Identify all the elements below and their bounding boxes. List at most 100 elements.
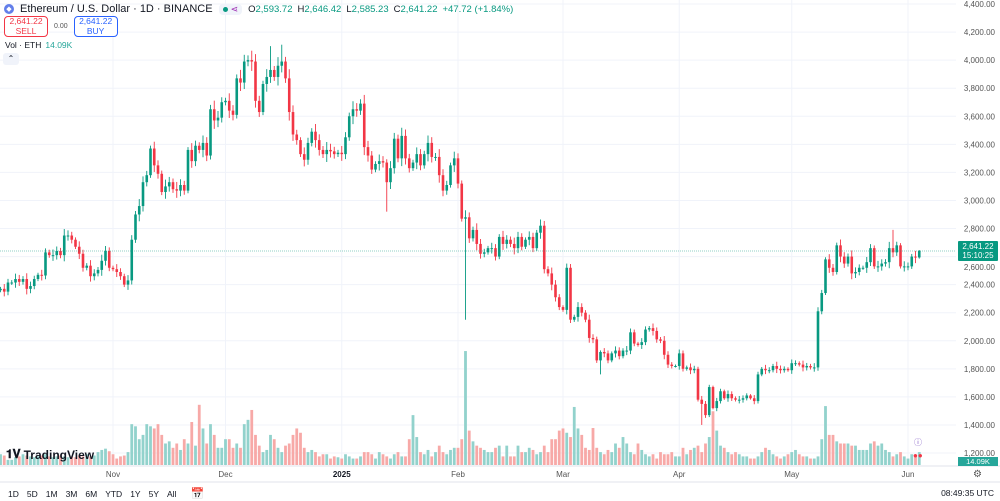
range-1y[interactable]: 1Y	[130, 488, 141, 499]
candles	[0, 44, 921, 425]
candle-body	[602, 351, 606, 354]
candle-body	[771, 366, 775, 371]
candle-body	[561, 307, 565, 310]
candle-body	[261, 83, 265, 113]
ethereum-icon: ◆	[4, 4, 14, 14]
tradingview-logo[interactable]: 𝟏𝐕 TradingView	[6, 447, 94, 462]
candle-body	[359, 103, 362, 111]
candle-body	[366, 147, 370, 156]
volume-bar	[539, 452, 542, 465]
candle-body	[430, 142, 434, 157]
candle-body	[884, 262, 887, 264]
candle-body	[741, 398, 745, 400]
volume-bar	[216, 447, 220, 465]
volume-bar	[295, 428, 299, 465]
volume-bar	[111, 454, 115, 465]
range-5y[interactable]: 5Y	[148, 488, 159, 499]
candle-body	[599, 351, 602, 361]
candle-body	[824, 259, 827, 294]
candle-body	[482, 252, 486, 254]
volume-bar	[722, 447, 726, 465]
volume-bar	[587, 449, 591, 465]
range-3m[interactable]: 3M	[65, 488, 78, 499]
volume-bar	[122, 455, 126, 465]
volume-bar	[846, 443, 850, 465]
candle-body	[779, 368, 782, 371]
candle-body	[302, 154, 306, 160]
volume-bar	[899, 452, 902, 465]
volume-bar	[475, 445, 479, 465]
volume-bar	[126, 452, 130, 465]
volume-bar	[392, 454, 396, 465]
time-tick-label: Apr	[673, 470, 686, 479]
candle-body	[674, 366, 677, 368]
volume-legend[interactable]: Vol · ETH 14.09K	[5, 40, 72, 50]
volume-bar	[861, 449, 865, 465]
lightning-event-icon[interactable]: ⓘ	[914, 438, 922, 447]
volume-bar	[884, 449, 887, 465]
candle-body	[190, 149, 194, 162]
time-tick-label: May	[784, 470, 800, 479]
sell-button[interactable]: 2,641.22 SELL	[4, 16, 48, 37]
candle-body	[756, 374, 760, 402]
range-1d[interactable]: 1D	[8, 488, 19, 499]
candle-body	[70, 235, 74, 240]
candle-body	[377, 161, 381, 164]
volume-bar	[505, 445, 509, 465]
volume-bar	[550, 439, 554, 465]
volume-bar	[44, 454, 47, 465]
candle-body	[437, 156, 441, 176]
volume-bar	[812, 458, 816, 465]
volume-bar	[576, 428, 580, 465]
market-status[interactable]: ⋖	[218, 3, 243, 15]
ohlc-values: O2,593.72 H2,646.42 L2,585.23 C2,641.22 …	[248, 4, 513, 15]
candle-body	[55, 250, 59, 256]
volume-bar	[524, 452, 527, 465]
candle-body	[591, 337, 595, 340]
date-range-calendar-icon[interactable]: 📅	[190, 488, 205, 500]
collapse-legend-button[interactable]: ⌃	[3, 53, 19, 65]
price-tick-label: 1,600.00	[964, 393, 996, 402]
volume-bar	[415, 437, 419, 465]
range-all[interactable]: All	[167, 488, 177, 499]
range-ytd[interactable]: YTD	[105, 488, 123, 499]
volume-bar	[790, 452, 794, 465]
candle-body	[809, 366, 812, 368]
candle-body	[546, 269, 550, 274]
range-1m[interactable]: 1M	[45, 488, 58, 499]
economic-event-flag-icon[interactable]: ●●	[913, 451, 923, 460]
volume-bar	[775, 456, 779, 465]
volume-bar	[137, 439, 141, 465]
volume-bar	[914, 456, 917, 465]
volume-bar	[36, 456, 40, 465]
volume-bar	[100, 449, 104, 465]
volume-bar	[636, 443, 640, 465]
volume-bar	[265, 449, 269, 465]
volume-bar	[272, 439, 276, 465]
candle-body	[220, 102, 224, 118]
candle-body	[145, 175, 149, 183]
volume-bar	[29, 456, 32, 465]
volume-bar	[422, 454, 426, 465]
settings-gear-icon[interactable]: ⚙	[973, 469, 982, 480]
range-6m[interactable]: 6M	[85, 488, 98, 499]
buy-button[interactable]: 2,641.22 BUY	[73, 16, 118, 37]
candle-body	[239, 78, 242, 83]
volume-bar	[299, 432, 302, 465]
candle-body	[621, 350, 625, 357]
volume-bar	[411, 415, 415, 465]
candle-body	[835, 245, 839, 272]
range-5d[interactable]: 5D	[26, 488, 38, 499]
price-tick-label: 4,200.00	[964, 28, 996, 37]
candle-body	[314, 131, 317, 141]
candle-body	[910, 256, 914, 267]
price-tick-label: 4,400.00	[964, 0, 996, 9]
symbol-title[interactable]: Ethereum / U.S. Dollar · 1D · BINANCE	[20, 3, 213, 15]
volume-bar	[149, 426, 152, 465]
volume-bar	[329, 458, 332, 465]
utc-clock[interactable]: 08:49:35 UTC	[941, 488, 994, 498]
candle-body	[250, 60, 254, 62]
volume-bar	[209, 424, 212, 465]
candle-body	[321, 149, 325, 155]
